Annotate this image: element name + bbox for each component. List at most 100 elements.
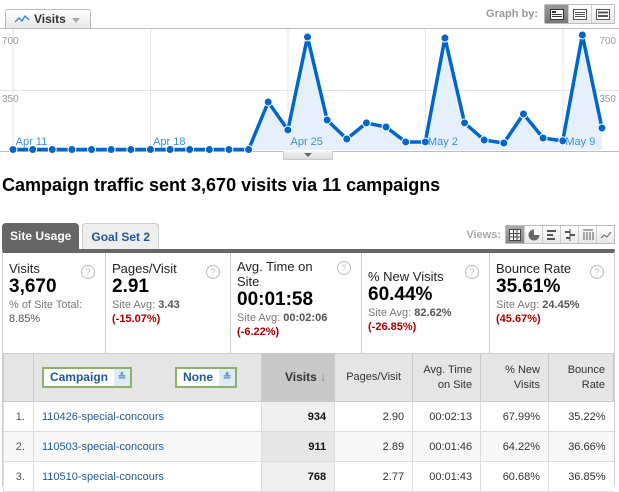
sort-down-arrow-icon: ↓ — [320, 370, 327, 384]
help-icon[interactable]: ? — [590, 265, 604, 279]
svg-text:Apr 18: Apr 18 — [153, 136, 185, 148]
metric-selector[interactable]: Visits — [5, 9, 91, 28]
campaign-link[interactable]: 110503-special-concours — [41, 440, 165, 453]
views-control: Views: — [466, 225, 615, 244]
line-chart[interactable]: 700 350 700 350 Apr 11 Apr 18 Apr 25 May 2 May 9 — [0, 0, 619, 165]
view-table-button[interactable] — [506, 226, 524, 243]
secondary-dimension-select[interactable]: None ≛ — [175, 367, 238, 388]
scorecard-sub-label: Site Avg: — [112, 299, 156, 311]
help-icon[interactable]: ? — [206, 265, 220, 279]
view-pie-button[interactable] — [524, 226, 542, 243]
column-header-pages-visit[interactable]: Pages/Visit — [334, 353, 414, 402]
pages-visit-cell: 2.89 — [334, 431, 413, 462]
campaign-cell: 110510-special-concours — [32, 461, 262, 492]
scorecard-sub-label: Site Avg: — [496, 299, 540, 311]
help-icon[interactable]: ? — [81, 265, 95, 279]
new-visits-cell: 67.99% — [480, 401, 549, 432]
pages-visit-cell: 2.77 — [334, 461, 413, 492]
tab-site-usage[interactable]: Site Usage — [2, 223, 80, 249]
graph-by-month-button[interactable] — [591, 5, 614, 23]
graph-by-label: Graph by: — [486, 8, 538, 20]
scorecard-value: 60.44% — [368, 284, 433, 305]
column-header-avg-time[interactable]: Avg. Time on Site — [412, 353, 482, 402]
table-row: 2. 110503-special-concours 911 2.89 00:0… — [3, 431, 614, 462]
scorecard-title: % New Visits — [368, 269, 444, 284]
report-frame — [2, 249, 615, 486]
view-bar-button[interactable] — [542, 226, 560, 243]
dimension-header: Campaign ≛ None ≛ — [32, 353, 263, 402]
scorecard-delta: (-26.85%) — [368, 321, 417, 333]
scorecard-sub: Site Avg: 3.43 — [112, 298, 224, 312]
bounce-rate-cell: 36.85% — [548, 461, 614, 492]
avg-time-cell: 00:02:13 — [412, 401, 481, 432]
visits-cell: 768 — [261, 461, 335, 492]
chart-collapse-handle[interactable] — [283, 151, 333, 160]
scorecard-value: 35.61% — [496, 276, 561, 297]
column-header-new-visits[interactable]: % New Visits — [480, 353, 549, 402]
pie-icon — [528, 229, 539, 240]
graph-by-day-button[interactable] — [545, 5, 568, 23]
bar-chart-icon — [546, 229, 556, 240]
row-index: 1. — [3, 401, 34, 432]
table-row: 1. 110426-special-concours 934 2.90 00:0… — [3, 401, 614, 432]
bounce-rate-cell: 35.22% — [548, 401, 614, 432]
help-icon[interactable]: ? — [465, 265, 479, 279]
new-visits-cell: 60.68% — [480, 461, 549, 492]
scorecards: Visits 3,670 % of Site Total: 8.85% ? Pa… — [3, 253, 614, 353]
scorecard-avg-time: Avg. Time on Site 00:01:58 Site Avg: 00:… — [231, 253, 362, 353]
view-pivot-button[interactable] — [578, 226, 596, 243]
help-icon[interactable]: ? — [337, 261, 351, 275]
svg-text:350: 350 — [599, 94, 616, 105]
svg-text:700: 700 — [599, 36, 616, 47]
view-sparkline-button[interactable] — [596, 226, 614, 243]
svg-text:Apr 11: Apr 11 — [16, 136, 48, 148]
campaign-cell: 110426-special-concours — [32, 401, 262, 432]
scorecard-sub-value: 00:02:06 — [283, 312, 328, 324]
scorecard-title: Visits — [9, 261, 40, 276]
scorecard-pages-visit: Pages/Visit 2.91 Site Avg: 3.43 (-15.07%… — [106, 253, 231, 353]
view-comparison-button[interactable] — [560, 226, 578, 243]
avg-time-cell: 00:01:43 — [412, 461, 481, 492]
week-icon — [573, 8, 587, 20]
scorecard-sub-label: Site Avg: — [368, 307, 412, 319]
bounce-rate-cell: 36.66% — [548, 431, 614, 462]
scorecard-sub: Site Avg: 24.45% — [496, 298, 608, 312]
views-label: Views: — [466, 228, 501, 241]
scorecard-sub-value: 24.45% — [542, 299, 580, 311]
chevron-double-down-icon: ≛ — [219, 369, 236, 386]
metric-label: Visits — [34, 12, 66, 26]
campaign-link[interactable]: 110426-special-concours — [41, 410, 165, 423]
column-header-visits[interactable]: Visits ↓ — [261, 353, 336, 402]
scorecard-sub-label: % of Site Total: — [9, 299, 83, 311]
month-icon — [596, 8, 610, 20]
row-index: 3. — [3, 461, 34, 492]
index-header — [3, 353, 34, 402]
scorecard-visits: Visits 3,670 % of Site Total: 8.85% ? — [3, 253, 106, 353]
svg-text:700: 700 — [2, 36, 19, 47]
scorecard-sub: Site Avg: 82.62% — [368, 306, 483, 320]
scorecard-title: Avg. Time on Site — [237, 259, 313, 289]
scorecard-delta: (-15.07%) — [112, 313, 161, 325]
campaign-cell: 110503-special-concours — [32, 431, 262, 462]
tab-goal-set-2[interactable]: Goal Set 2 — [82, 223, 160, 249]
chevron-double-down-icon: ≛ — [113, 369, 130, 386]
scorecard-value: 00:01:58 — [237, 289, 314, 310]
campaign-link[interactable]: 110510-special-concours — [41, 470, 165, 483]
scorecard-delta: (-6.22%) — [237, 326, 280, 338]
scorecard-delta: (45.67%) — [496, 313, 541, 325]
visits-chart: 700 350 700 350 Apr 11 Apr 18 Apr 25 May 2 May 9… — [0, 0, 619, 165]
table-row: 3. 110510-special-concours 768 2.77 00:0… — [3, 461, 614, 492]
svg-text:Apr 25: Apr 25 — [291, 136, 323, 148]
scorecard-sub-value: 8.85% — [9, 313, 41, 325]
table-header-row: Campaign ≛ None ≛ Visits ↓ Pages/Visit Avg… — [3, 353, 614, 402]
primary-dimension-select[interactable]: Campaign ≛ — [41, 367, 132, 388]
scorecard-sub-label: Site Avg: — [237, 312, 281, 324]
scorecard-value: 3,670 — [9, 276, 57, 297]
row-index: 2. — [3, 431, 34, 462]
new-visits-cell: 64.22% — [480, 431, 549, 462]
scorecard-sub-value: 82.62% — [414, 307, 452, 319]
day-icon — [549, 8, 564, 20]
graph-by-week-button[interactable] — [568, 5, 591, 23]
column-header-bounce-rate[interactable]: Bounce Rate — [548, 353, 614, 402]
table-icon — [509, 228, 521, 241]
